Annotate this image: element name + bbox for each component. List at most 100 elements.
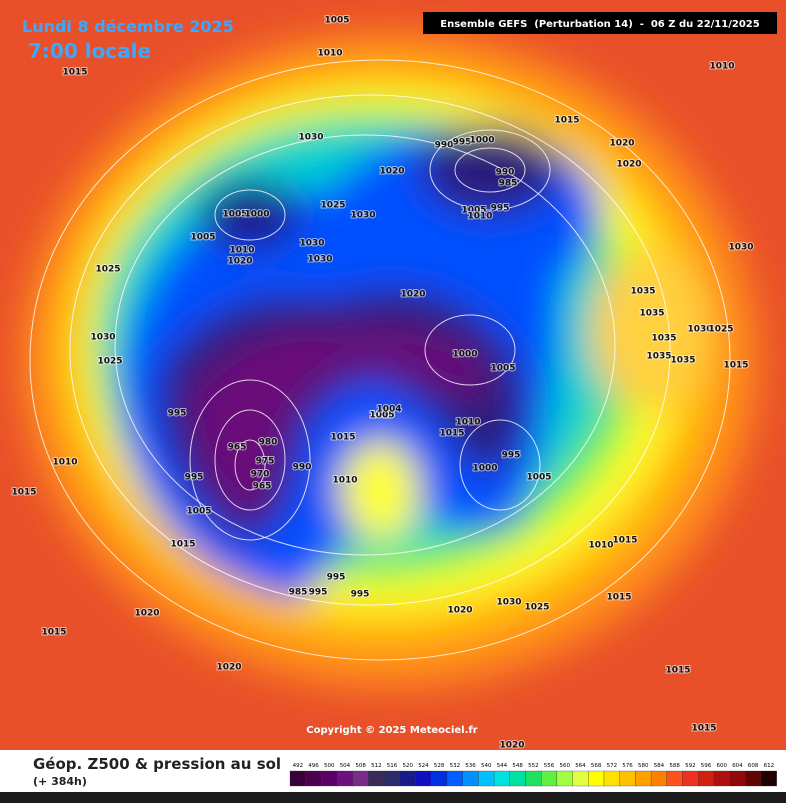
scale-swatch (321, 770, 338, 787)
scale-label: 508 (355, 763, 366, 769)
scale-swatch (384, 770, 401, 787)
isobar-label: 995 (168, 409, 187, 419)
scale-label: 576 (622, 763, 633, 769)
isobar-label: 1015 (554, 116, 579, 126)
isobar-label: 1004 (376, 405, 401, 415)
scale-label: 584 (654, 763, 665, 769)
scale-swatch (572, 770, 589, 787)
legend-title: Géop. Z500 & pression au sol (33, 755, 281, 773)
scale-label: 500 (324, 763, 335, 769)
isobar-label: 1015 (606, 593, 631, 603)
isobar-label: 1015 (723, 361, 748, 371)
isobar-label: 1030 (350, 211, 375, 221)
scale-swatch (745, 770, 762, 787)
scale-label: 504 (340, 763, 351, 769)
lead-time: (+ 384h) (33, 775, 87, 788)
scale-swatch (399, 770, 416, 787)
scale-swatch (509, 770, 526, 787)
isobar-label: 1020 (227, 257, 252, 267)
isobar-label: 1030 (307, 255, 332, 265)
scale-swatch (446, 770, 463, 787)
isobar-label: 1020 (499, 741, 524, 751)
scale-swatch (541, 770, 558, 787)
scale-swatch (635, 770, 652, 787)
scale-label: 596 (701, 763, 712, 769)
scale-swatch (698, 770, 715, 787)
isobar-label: 1035 (639, 309, 664, 319)
isobar-label: 1020 (616, 160, 641, 170)
isobar-label: 965 (228, 443, 247, 453)
isobar-label: 1005 (369, 411, 394, 421)
isobar-label: 1035 (646, 352, 671, 362)
scale-label: 608 (748, 763, 759, 769)
scale-swatch (415, 770, 432, 787)
scale-swatch (650, 770, 667, 787)
isobar-label: 1015 (170, 540, 195, 550)
scale-swatch (760, 770, 777, 787)
isobar-label: 995 (351, 590, 370, 600)
scale-label: 552 (528, 763, 539, 769)
isobar-label: 1015 (330, 433, 355, 443)
scale-swatch (603, 770, 620, 787)
isobar-label: 1010 (317, 49, 342, 59)
isobar-label: 1000 (244, 210, 269, 220)
isobar-label: 1030 (298, 133, 323, 143)
isobar-label: 970 (251, 470, 270, 480)
scale-label: 580 (638, 763, 649, 769)
scale-label: 524 (418, 763, 429, 769)
scale-label: 600 (717, 763, 728, 769)
isobar-label: 1015 (691, 724, 716, 734)
isobar-label: 1005 (324, 16, 349, 26)
isobar-label: 1025 (95, 265, 120, 275)
scale-swatch (493, 770, 510, 787)
isobar-label: 1015 (62, 68, 87, 78)
isobar-label: 1015 (439, 429, 464, 439)
isobar-label: 1025 (708, 325, 733, 335)
scale-label: 612 (764, 763, 775, 769)
scale-swatch (462, 770, 479, 787)
scale-label: 556 (544, 763, 555, 769)
scale-swatch (588, 770, 605, 787)
run-box (423, 12, 777, 34)
isobar-label: 1010 (369, 411, 394, 421)
isobar-label: 1030 (299, 239, 324, 249)
isobar-label: 1005 (490, 364, 515, 374)
scale-swatch (666, 770, 683, 787)
scale-swatch (352, 770, 369, 787)
isobar-label: 1020 (400, 290, 425, 300)
isobar-label: 1025 (97, 357, 122, 367)
isobar-label: 1035 (651, 334, 676, 344)
isobar-label: 990 (293, 463, 312, 473)
isobar-label: 1015 (612, 536, 637, 546)
isobar-label: 985 (289, 588, 308, 598)
isobar-label: 1015 (41, 628, 66, 638)
isobar-label: 1010 (709, 62, 734, 72)
scale-label: 588 (669, 763, 680, 769)
scale-label: 560 (560, 763, 571, 769)
isobar-label: 1010 (52, 458, 77, 468)
scale-swatch (368, 770, 385, 787)
isobar-label: 1030 (687, 325, 712, 335)
isobar-label: 965 (253, 482, 272, 492)
scale-label: 492 (293, 763, 304, 769)
isobar-label: 1010 (229, 246, 254, 256)
scale-label: 536 (465, 763, 476, 769)
isobar-label: 980 (259, 438, 278, 448)
scale-swatch (619, 770, 636, 787)
isobar-label: 1005 (526, 473, 551, 483)
scale-swatch (713, 770, 730, 787)
scale-label: 532 (450, 763, 461, 769)
status-bar (0, 792, 786, 803)
scale-label: 592 (685, 763, 696, 769)
isobar-label: 990 (435, 141, 454, 151)
isobar-label: 1020 (379, 167, 404, 177)
isobar-label: 995 (491, 204, 510, 214)
isobar-label: 1000 (452, 350, 477, 360)
run-info: Ensemble GEFS (Perturbation 14) - 06 Z d… (440, 19, 759, 30)
scale-swatch (431, 770, 448, 787)
scale-label: 512 (371, 763, 382, 769)
color-scale: 492 496 500 504 508 512 516 520 524 528 532 536 540 5… (289, 763, 777, 787)
isobar-label: 995 (453, 138, 472, 148)
